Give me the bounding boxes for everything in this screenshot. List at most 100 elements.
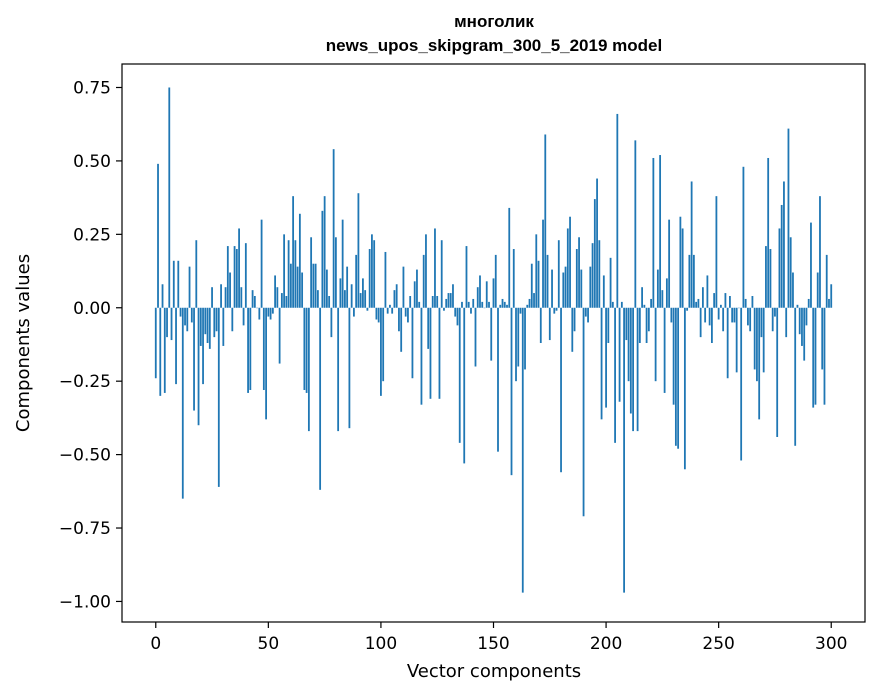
bar-24 xyxy=(208,307,211,349)
bar-163 xyxy=(521,307,524,593)
bar-202 xyxy=(609,257,612,308)
bar-134 xyxy=(456,307,459,326)
bar-255 xyxy=(729,296,731,308)
bar-200 xyxy=(605,307,607,408)
x-axis-ticks: 0 50 100 150 200 250 300 xyxy=(150,622,847,654)
bar-150 xyxy=(492,278,495,308)
bar-80 xyxy=(334,237,337,308)
bar-143 xyxy=(476,287,479,308)
bar-114 xyxy=(411,307,414,379)
bar-238 xyxy=(690,181,693,308)
bar-188 xyxy=(578,237,580,308)
bar-59 xyxy=(287,240,290,308)
bar-89 xyxy=(355,254,358,308)
bar-145 xyxy=(481,301,484,308)
bar-73 xyxy=(319,307,322,490)
bar-228 xyxy=(668,219,671,308)
y-tick-label: 0.25 xyxy=(73,225,111,245)
bar-79 xyxy=(332,149,335,308)
bar-181 xyxy=(562,272,565,308)
bar-31 xyxy=(224,287,227,308)
bar-232 xyxy=(677,307,680,449)
bar-237 xyxy=(688,254,691,308)
bar-284 xyxy=(794,307,797,446)
bar-48 xyxy=(262,307,265,390)
bar-15 xyxy=(188,266,191,308)
bar-13 xyxy=(184,307,186,326)
bar-103 xyxy=(386,307,389,314)
bar-61 xyxy=(292,196,295,308)
bar-276 xyxy=(776,307,779,437)
bar-295 xyxy=(819,196,821,308)
bar-69 xyxy=(310,237,313,308)
bar-287 xyxy=(801,307,803,346)
bar-241 xyxy=(697,298,700,308)
bar-116 xyxy=(416,269,418,308)
bar-9 xyxy=(175,307,177,385)
bar-159 xyxy=(512,249,515,308)
bar-46 xyxy=(258,307,261,320)
bar-192 xyxy=(587,307,589,323)
bar-220 xyxy=(650,298,653,308)
bar-84 xyxy=(344,290,346,308)
bar-86 xyxy=(348,307,351,429)
bar-44 xyxy=(253,296,256,308)
bar-57 xyxy=(283,234,286,308)
bar-49 xyxy=(265,307,267,420)
bar-297 xyxy=(823,307,826,405)
bar-81 xyxy=(337,307,340,432)
bar-65 xyxy=(301,272,304,308)
bar-227 xyxy=(665,278,668,308)
bar-290 xyxy=(807,298,810,308)
bar-128 xyxy=(443,307,445,311)
bar-257 xyxy=(733,307,736,323)
bar-30 xyxy=(222,307,225,346)
bar-1 xyxy=(157,163,159,308)
bar-286 xyxy=(798,307,801,335)
bar-185 xyxy=(571,307,574,352)
bar-93 xyxy=(364,290,367,308)
bar-124 xyxy=(434,228,436,308)
bar-131 xyxy=(449,293,452,308)
bar-58 xyxy=(285,296,288,308)
bar-97 xyxy=(373,240,376,308)
bar-268 xyxy=(758,307,761,420)
bar-158 xyxy=(510,307,513,476)
bar-54 xyxy=(276,287,279,308)
bar-10 xyxy=(177,260,180,308)
bar-244 xyxy=(704,307,707,323)
bar-236 xyxy=(686,307,689,311)
bar-64 xyxy=(298,213,301,308)
bar-68 xyxy=(307,307,310,432)
x-tick-label: 250 xyxy=(702,634,734,654)
bar-109 xyxy=(400,307,403,352)
bar-107 xyxy=(395,284,398,308)
bar-160 xyxy=(515,307,517,382)
bar-22 xyxy=(204,307,207,335)
bar-222 xyxy=(654,307,657,382)
bar-101 xyxy=(382,307,385,382)
bar-219 xyxy=(647,307,650,332)
bar-233 xyxy=(679,216,682,308)
bar-215 xyxy=(638,307,641,343)
bar-42 xyxy=(249,307,252,390)
bar-198 xyxy=(600,307,603,420)
y-tick-label: 0.75 xyxy=(73,78,111,98)
bar-62 xyxy=(294,240,297,308)
bar-35 xyxy=(233,246,236,308)
bar-126 xyxy=(438,307,441,399)
bar-142 xyxy=(474,307,477,367)
bar-251 xyxy=(720,304,722,308)
bar-38 xyxy=(240,287,243,308)
bar-164 xyxy=(524,307,526,370)
bar-139 xyxy=(467,301,470,308)
bar-72 xyxy=(316,290,319,308)
bar-25 xyxy=(211,287,213,308)
bar-40 xyxy=(244,243,247,308)
y-tick-label: 0.00 xyxy=(73,299,111,319)
bar-210 xyxy=(627,307,630,382)
bar-151 xyxy=(494,254,497,308)
bar-11 xyxy=(179,307,182,317)
bar-27 xyxy=(215,307,218,332)
